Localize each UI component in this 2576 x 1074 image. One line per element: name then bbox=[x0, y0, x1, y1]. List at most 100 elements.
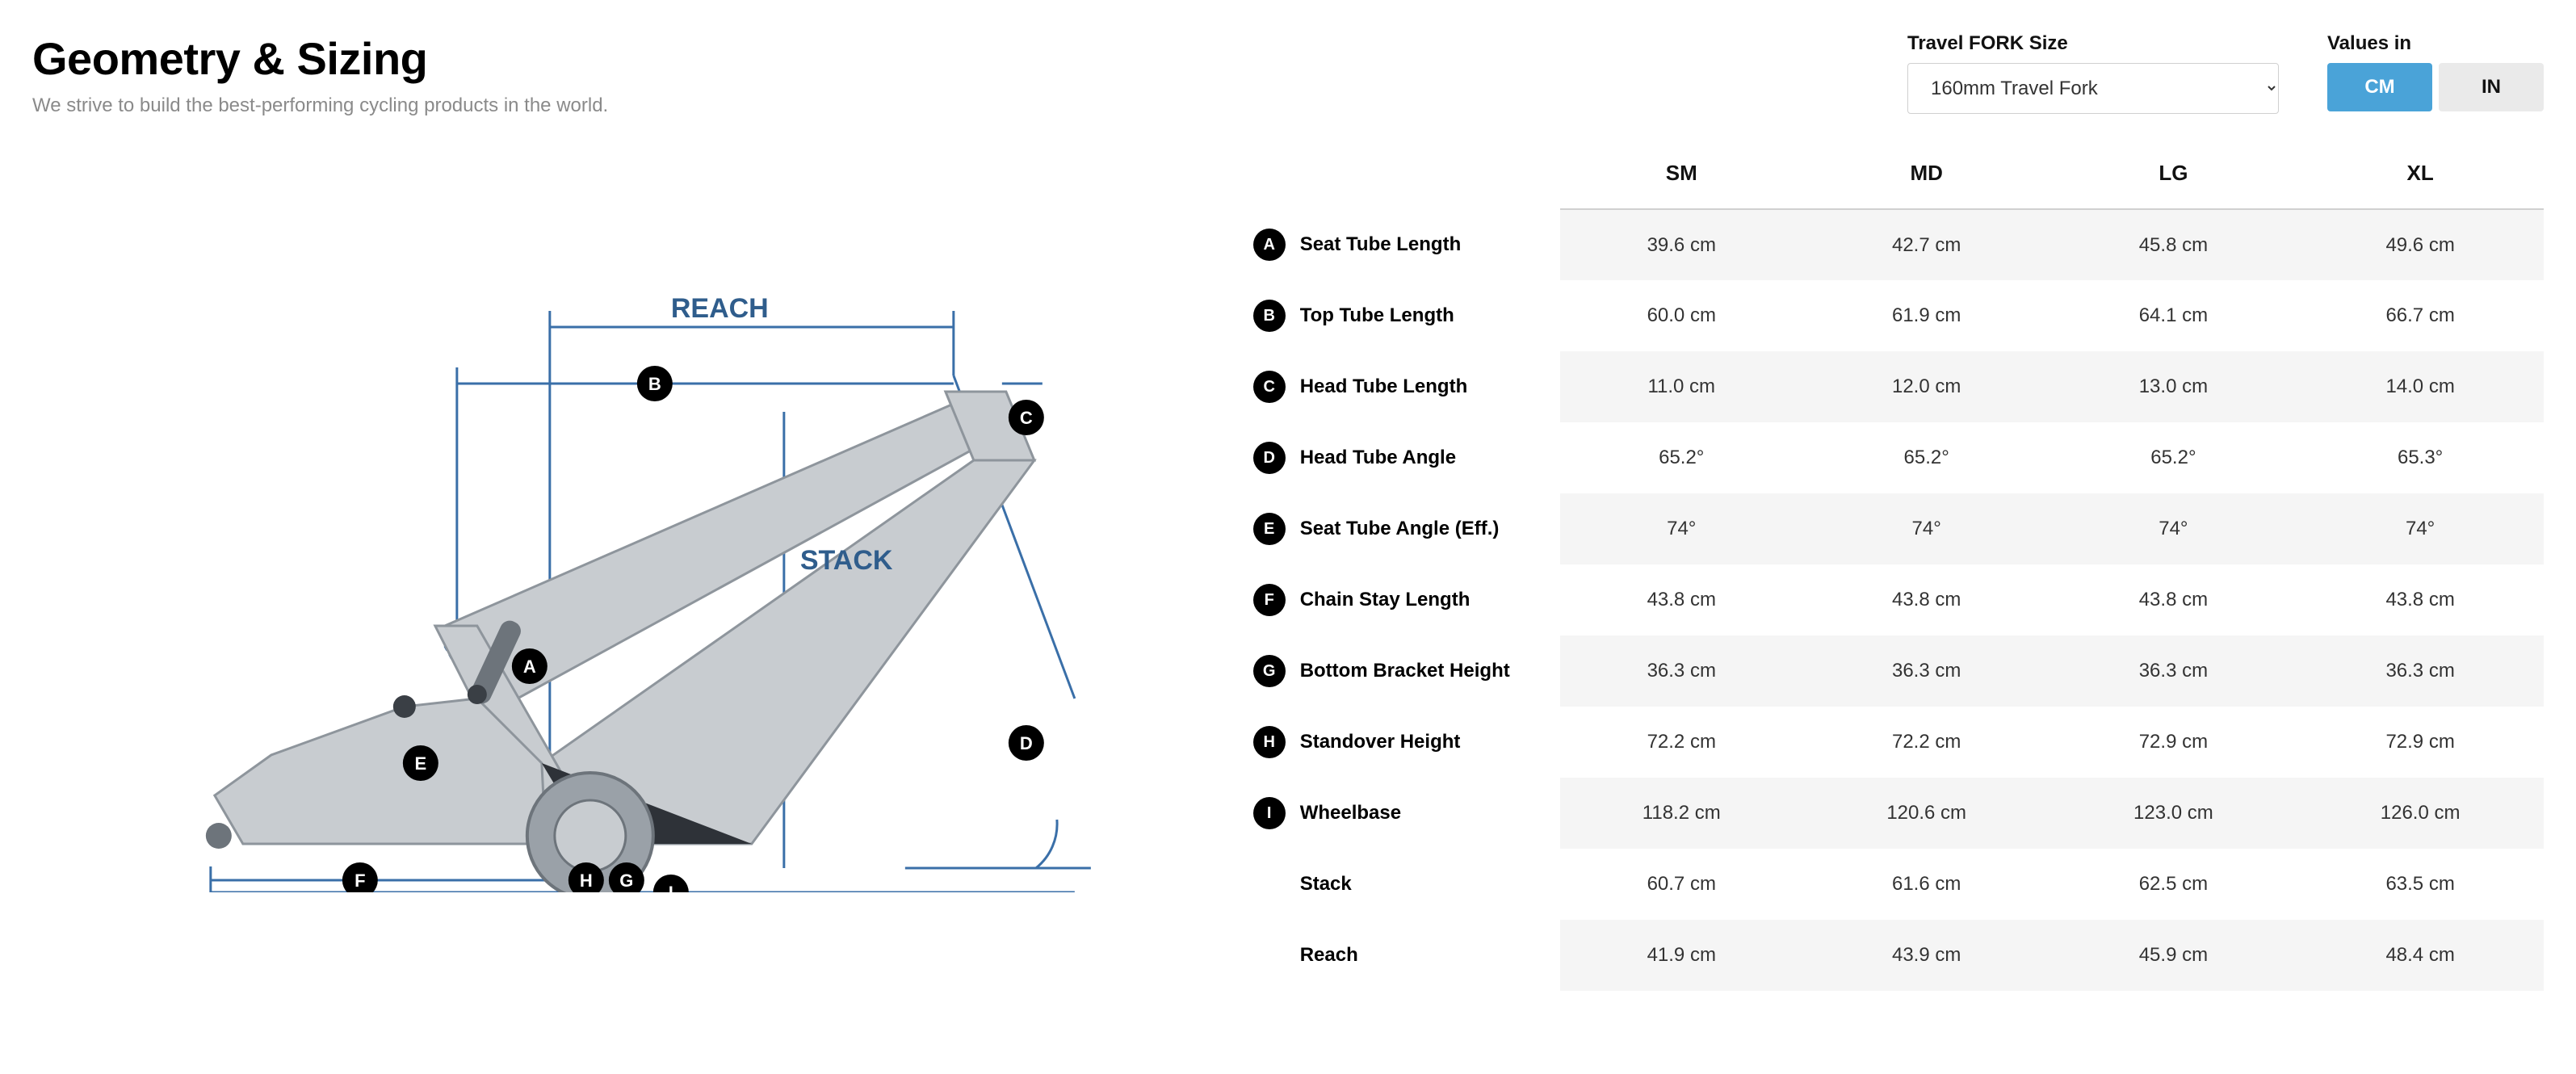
table-row: GBottom Bracket Height36.3 cm36.3 cm36.3… bbox=[1245, 636, 2544, 707]
cell: 120.6 cm bbox=[1803, 778, 2050, 849]
cell: 43.9 cm bbox=[1803, 920, 2050, 991]
row-badge-f: F bbox=[1253, 584, 1286, 616]
cell: 118.2 cm bbox=[1560, 778, 1803, 849]
cell: 43.8 cm bbox=[1803, 564, 2050, 636]
cell: 39.6 cm bbox=[1560, 209, 1803, 280]
cell: 64.1 cm bbox=[2050, 280, 2297, 351]
fork-size-label: Travel FORK Size bbox=[1907, 32, 2279, 55]
cell: 63.5 cm bbox=[2297, 849, 2544, 920]
cell: 72.2 cm bbox=[1560, 707, 1803, 778]
controls-bar: Travel FORK Size 160mm Travel Fork Value… bbox=[1245, 32, 2544, 114]
row-label: Reach bbox=[1300, 944, 1358, 966]
cell: 43.8 cm bbox=[2297, 564, 2544, 636]
row-badge-g: G bbox=[1253, 655, 1286, 687]
cell: 41.9 cm bbox=[1560, 920, 1803, 991]
row-badge-c: C bbox=[1253, 371, 1286, 403]
cell: 49.6 cm bbox=[2297, 209, 2544, 280]
cell: 65.2° bbox=[1803, 422, 2050, 493]
cell: 61.9 cm bbox=[1803, 280, 2050, 351]
table-row: HStandover Height72.2 cm72.2 cm72.9 cm72… bbox=[1245, 707, 2544, 778]
row-label-cell: A Seat Tube Length bbox=[1245, 209, 1560, 280]
row-badge-b: B bbox=[1253, 300, 1286, 332]
row-badge-d: D bbox=[1253, 442, 1286, 474]
page-subtitle: We strive to build the best-performing c… bbox=[32, 94, 1213, 117]
cell: 72.9 cm bbox=[2050, 707, 2297, 778]
row-label-cell: D Head Tube Angle bbox=[1245, 422, 1560, 493]
cell: 74° bbox=[2297, 493, 2544, 564]
row-label: Top Tube Length bbox=[1300, 304, 1454, 326]
row-label: Wheelbase bbox=[1300, 802, 1401, 824]
cell: 45.9 cm bbox=[2050, 920, 2297, 991]
frame-svg: REACH STACK A B C D E F G H I bbox=[32, 279, 1213, 892]
unit-cm-button[interactable]: CM bbox=[2327, 63, 2432, 111]
cell: 13.0 cm bbox=[2050, 351, 2297, 422]
row-label-cell: CHead Tube Length bbox=[1245, 351, 1560, 422]
table-row: I Wheelbase 118.2 cm120.6 cm123.0 cm126.0 … bbox=[1245, 778, 2544, 849]
diagram-marker-f: F bbox=[355, 871, 365, 891]
row-label: Seat Tube Length bbox=[1300, 233, 1462, 255]
cell: 66.7 cm bbox=[2297, 280, 2544, 351]
row-badge-blank bbox=[1253, 939, 1286, 971]
col-xl: XL bbox=[2297, 138, 2544, 209]
diagram-marker-i: I bbox=[669, 883, 673, 892]
diagram-marker-h: H bbox=[580, 871, 593, 891]
col-lg: LG bbox=[2050, 138, 2297, 209]
cell: 74° bbox=[1803, 493, 2050, 564]
table-row: ESeat Tube Angle (Eff.)74°74°74°74° bbox=[1245, 493, 2544, 564]
geometry-table: SM MD LG XL A Seat Tube Length 39.6 cm42.7… bbox=[1245, 138, 2544, 991]
cell: 60.0 cm bbox=[1560, 280, 1803, 351]
row-label: Bottom Bracket Height bbox=[1300, 660, 1510, 682]
cell: 12.0 cm bbox=[1803, 351, 2050, 422]
page-title: Geometry & Sizing bbox=[32, 32, 1213, 85]
row-label-cell: B Top Tube Length bbox=[1245, 280, 1560, 351]
cell: 72.2 cm bbox=[1803, 707, 2050, 778]
row-label: Standover Height bbox=[1300, 731, 1461, 753]
table-row: Reach41.9 cm43.9 cm45.9 cm48.4 cm bbox=[1245, 920, 2544, 991]
row-label: Stack bbox=[1300, 873, 1352, 895]
row-badge-e: E bbox=[1253, 513, 1286, 545]
cell: 61.6 cm bbox=[1803, 849, 2050, 920]
diagram-marker-e: E bbox=[415, 753, 427, 774]
cell: 74° bbox=[2050, 493, 2297, 564]
table-header-row: SM MD LG XL bbox=[1245, 138, 2544, 209]
row-badge-i: I bbox=[1253, 797, 1286, 829]
table-row: Stack 60.7 cm61.6 cm62.5 cm63.5 cm bbox=[1245, 849, 2544, 920]
cell: 11.0 cm bbox=[1560, 351, 1803, 422]
row-label-cell: G Bottom Bracket Height bbox=[1245, 636, 1560, 707]
cell: 36.3 cm bbox=[2050, 636, 2297, 707]
row-label-cell: F Chain Stay Length bbox=[1245, 564, 1560, 636]
table-row: A Seat Tube Length 39.6 cm42.7 cm45.8 cm49… bbox=[1245, 209, 2544, 280]
row-label: Head Tube Angle bbox=[1300, 447, 1456, 468]
row-badge-blank bbox=[1253, 868, 1286, 900]
cell: 36.3 cm bbox=[1560, 636, 1803, 707]
cell: 42.7 cm bbox=[1803, 209, 2050, 280]
cell: 14.0 cm bbox=[2297, 351, 2544, 422]
col-md: MD bbox=[1803, 138, 2050, 209]
row-badge-a: A bbox=[1253, 229, 1286, 261]
unit-in-button[interactable]: IN bbox=[2439, 63, 2544, 111]
diagram-marker-g: G bbox=[619, 871, 633, 891]
cell: 65.3° bbox=[2297, 422, 2544, 493]
row-label: Chain Stay Length bbox=[1300, 589, 1471, 610]
row-label: Seat Tube Angle (Eff.) bbox=[1300, 518, 1500, 539]
diagram-marker-c: C bbox=[1020, 408, 1033, 428]
diagram-marker-d: D bbox=[1020, 733, 1033, 753]
row-label-cell: H Standover Height bbox=[1245, 707, 1560, 778]
cell: 45.8 cm bbox=[2050, 209, 2297, 280]
unit-toggle: CM IN bbox=[2327, 63, 2544, 111]
row-badge-h: H bbox=[1253, 726, 1286, 758]
values-in-label: Values in bbox=[2327, 32, 2544, 55]
cell: 60.7 cm bbox=[1560, 849, 1803, 920]
fork-size-select[interactable]: 160mm Travel Fork bbox=[1907, 63, 2279, 114]
table-row: DHead Tube Angle65.2°65.2°65.2°65.3° bbox=[1245, 422, 2544, 493]
row-label-cell: E Seat Tube Angle (Eff.) bbox=[1245, 493, 1560, 564]
cell: 74° bbox=[1560, 493, 1803, 564]
cell: 72.9 cm bbox=[2297, 707, 2544, 778]
cell: 62.5 cm bbox=[2050, 849, 2297, 920]
diagram-stack-label: STACK bbox=[800, 545, 893, 576]
cell: 123.0 cm bbox=[2050, 778, 2297, 849]
row-label-cell: Stack bbox=[1245, 849, 1560, 920]
diagram-reach-label: REACH bbox=[671, 293, 769, 324]
cell: 126.0 cm bbox=[2297, 778, 2544, 849]
table-row: CHead Tube Length11.0 cm12.0 cm13.0 cm14… bbox=[1245, 351, 2544, 422]
